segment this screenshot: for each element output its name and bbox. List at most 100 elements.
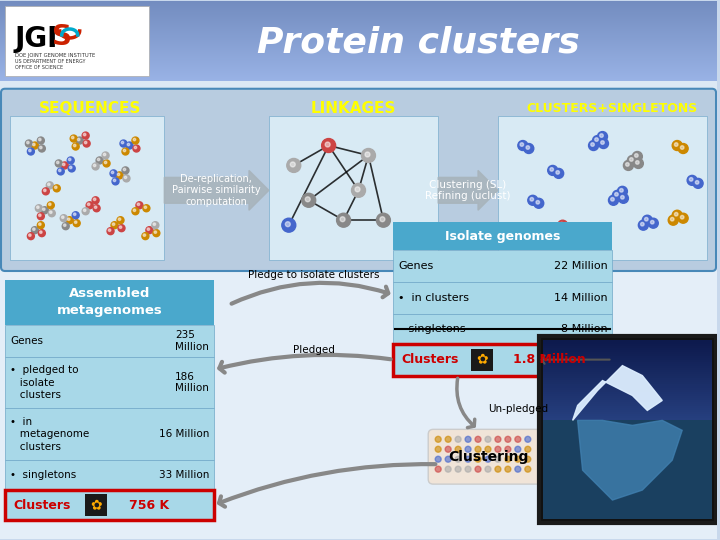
Circle shape bbox=[505, 446, 511, 452]
Circle shape bbox=[627, 156, 637, 165]
Bar bbox=[543, 356, 712, 358]
Circle shape bbox=[536, 200, 539, 204]
Circle shape bbox=[624, 160, 634, 171]
Circle shape bbox=[133, 209, 135, 212]
Bar bbox=[393, 222, 613, 250]
Text: singletons: singletons bbox=[398, 324, 466, 334]
Circle shape bbox=[154, 231, 157, 233]
Circle shape bbox=[92, 197, 99, 204]
Bar bbox=[0, 28, 717, 29]
Circle shape bbox=[102, 152, 109, 159]
Bar bbox=[543, 400, 712, 402]
Circle shape bbox=[84, 133, 86, 136]
Bar bbox=[0, 12, 717, 13]
Text: Clustering: Clustering bbox=[448, 450, 528, 464]
Text: Assembled
metagenomes: Assembled metagenomes bbox=[57, 287, 163, 318]
Circle shape bbox=[48, 183, 50, 186]
Bar bbox=[471, 349, 493, 370]
Circle shape bbox=[84, 209, 86, 212]
Bar bbox=[0, 61, 717, 62]
Bar bbox=[543, 386, 712, 388]
Circle shape bbox=[675, 212, 678, 216]
Bar bbox=[0, 8, 717, 9]
Circle shape bbox=[50, 211, 52, 213]
Bar bbox=[393, 250, 613, 282]
Circle shape bbox=[122, 167, 129, 174]
Bar bbox=[0, 24, 717, 25]
Circle shape bbox=[108, 229, 111, 232]
Text: Un-pledged: Un-pledged bbox=[488, 404, 548, 414]
Circle shape bbox=[37, 137, 45, 144]
Circle shape bbox=[639, 220, 648, 230]
Circle shape bbox=[455, 456, 461, 462]
Bar bbox=[543, 372, 712, 374]
Circle shape bbox=[86, 202, 93, 209]
Circle shape bbox=[636, 161, 639, 164]
Bar bbox=[0, 58, 717, 59]
Circle shape bbox=[634, 154, 638, 157]
Bar bbox=[5, 460, 214, 490]
Circle shape bbox=[689, 178, 693, 181]
Circle shape bbox=[143, 205, 150, 212]
Bar bbox=[543, 413, 712, 414]
Circle shape bbox=[136, 202, 143, 209]
Circle shape bbox=[53, 185, 60, 192]
Bar bbox=[543, 370, 712, 372]
Bar bbox=[543, 394, 712, 396]
Circle shape bbox=[153, 223, 156, 225]
Bar bbox=[543, 396, 712, 398]
Bar bbox=[543, 354, 712, 356]
Bar bbox=[543, 380, 712, 382]
Bar bbox=[0, 63, 717, 64]
Bar bbox=[5, 325, 214, 356]
Circle shape bbox=[82, 208, 89, 215]
Circle shape bbox=[680, 215, 684, 219]
Circle shape bbox=[365, 152, 370, 157]
Bar bbox=[0, 54, 717, 55]
Circle shape bbox=[680, 146, 684, 149]
Circle shape bbox=[282, 218, 296, 232]
Circle shape bbox=[143, 234, 145, 237]
Text: JGI: JGI bbox=[15, 25, 58, 53]
Circle shape bbox=[27, 141, 29, 144]
Circle shape bbox=[73, 144, 76, 147]
Text: US DEPARTMENT OF ENERGY: US DEPARTMENT OF ENERGY bbox=[15, 59, 86, 64]
Bar bbox=[0, 67, 717, 68]
Bar bbox=[543, 384, 712, 386]
Bar bbox=[543, 368, 712, 370]
Circle shape bbox=[146, 227, 153, 234]
Bar bbox=[5, 490, 214, 520]
Bar bbox=[543, 358, 712, 360]
Bar bbox=[543, 350, 712, 352]
Circle shape bbox=[534, 198, 544, 208]
Bar bbox=[0, 78, 717, 79]
Circle shape bbox=[78, 138, 80, 141]
Bar bbox=[543, 362, 712, 364]
Circle shape bbox=[37, 213, 45, 220]
Circle shape bbox=[445, 466, 451, 472]
Bar bbox=[0, 33, 717, 34]
Circle shape bbox=[560, 222, 564, 226]
Circle shape bbox=[600, 134, 603, 137]
Bar bbox=[393, 343, 613, 375]
Bar bbox=[0, 38, 717, 39]
Bar bbox=[0, 19, 717, 20]
Circle shape bbox=[642, 215, 652, 225]
Circle shape bbox=[590, 143, 594, 146]
Circle shape bbox=[25, 140, 32, 147]
Circle shape bbox=[72, 212, 79, 219]
Bar bbox=[0, 270, 717, 539]
Circle shape bbox=[123, 168, 126, 171]
Circle shape bbox=[42, 208, 45, 211]
Bar bbox=[0, 20, 717, 21]
Circle shape bbox=[55, 186, 57, 188]
Text: Clusters: Clusters bbox=[13, 498, 71, 511]
Circle shape bbox=[71, 136, 74, 139]
Circle shape bbox=[32, 143, 35, 146]
Circle shape bbox=[435, 466, 441, 472]
Bar bbox=[498, 116, 707, 260]
Bar bbox=[0, 57, 717, 58]
Circle shape bbox=[39, 138, 41, 141]
Circle shape bbox=[634, 158, 644, 168]
Text: 33 Million: 33 Million bbox=[158, 470, 209, 480]
